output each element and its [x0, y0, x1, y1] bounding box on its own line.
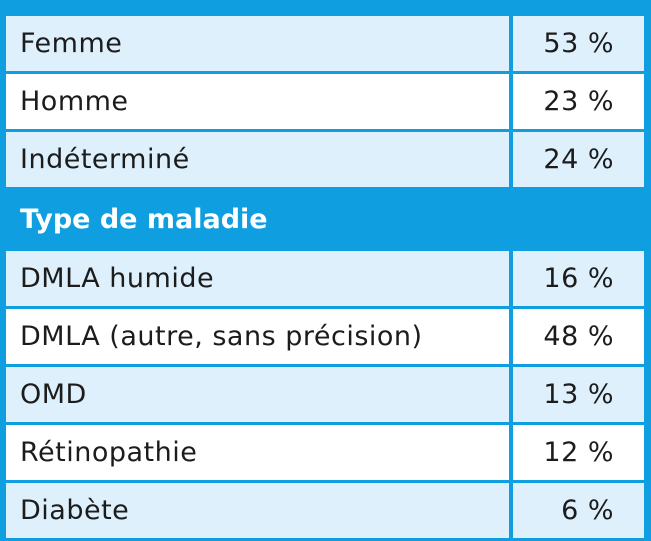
row-label: DMLA (autre, sans précision) [6, 309, 509, 364]
table-row: Homme 23 % [0, 74, 651, 129]
table-row: Diabète 6 % [0, 483, 651, 538]
row-label: DMLA humide [6, 251, 509, 306]
row-label: OMD [6, 367, 509, 422]
row-value: 48 % [513, 309, 644, 364]
row-value: 23 % [513, 74, 644, 129]
table-row: Femme 53 % [0, 16, 651, 71]
row-label: Indéterminé [6, 132, 509, 187]
row-label: Diabète [6, 483, 509, 538]
table-row: Rétinopathie 12 % [0, 425, 651, 480]
table-row: DMLA (autre, sans précision) 48 % [0, 309, 651, 364]
row-label: Homme [6, 74, 509, 129]
row-value: 13 % [513, 367, 644, 422]
table-row: DMLA humide 16 % [0, 251, 651, 306]
row-value: 53 % [513, 16, 644, 71]
table-row: OMD 13 % [0, 367, 651, 422]
row-label: Femme [6, 16, 509, 71]
row-value: 12 % [513, 425, 644, 480]
row-label: Rétinopathie [6, 425, 509, 480]
section-header-maladie: Type de maladie [20, 203, 268, 235]
table-top-bar [0, 0, 651, 16]
row-value: 16 % [513, 251, 644, 306]
row-value: 24 % [513, 132, 644, 187]
table-row: Indéterminé 24 % [0, 132, 651, 187]
row-value: 6 % [513, 483, 644, 538]
